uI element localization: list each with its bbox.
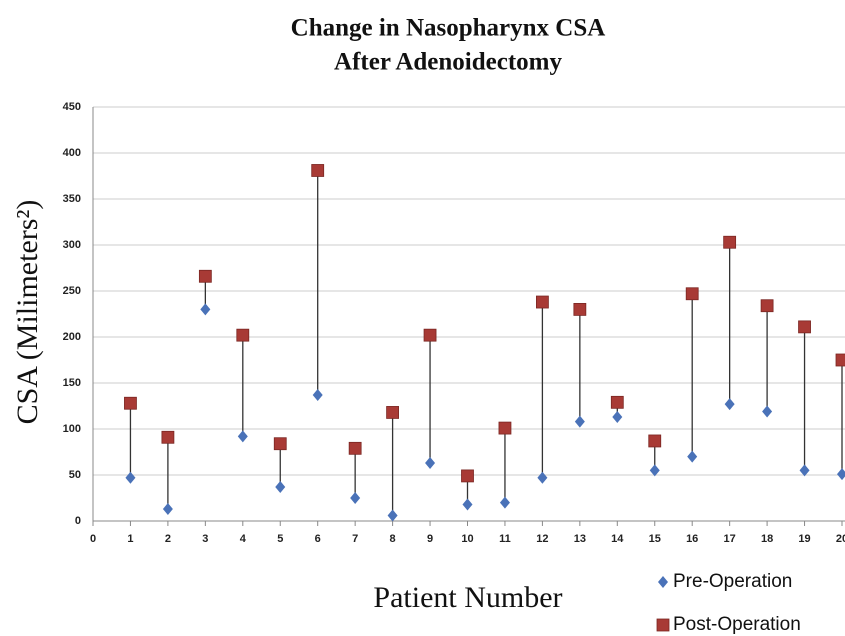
x-tick-label: 11	[499, 533, 511, 545]
x-tick-label: 13	[574, 533, 586, 545]
y-tick-label: 400	[63, 147, 81, 159]
point	[425, 457, 436, 470]
point	[350, 492, 361, 504]
x-tick-label: 18	[761, 533, 773, 545]
point	[423, 328, 437, 342]
y-tick-label: 100	[63, 423, 81, 435]
point	[462, 498, 473, 511]
x-tick-label: 4	[240, 533, 247, 545]
y-tick-label: 200	[63, 331, 81, 343]
point	[386, 406, 400, 419]
legend-label: Pre-Operation	[673, 571, 792, 592]
point	[648, 434, 662, 448]
point	[536, 295, 549, 309]
x-tick-label: 15	[649, 533, 661, 545]
point	[273, 437, 287, 451]
point	[610, 395, 624, 409]
x-tick-label: 1	[127, 533, 133, 545]
x-tick-label: 17	[724, 533, 736, 545]
x-tick-label: 7	[352, 533, 358, 545]
point	[498, 421, 512, 435]
point	[723, 235, 737, 249]
point	[724, 398, 735, 411]
point	[124, 396, 137, 410]
x-tick-label: 12	[536, 533, 548, 545]
y-axis-label: CSA (Milimeters²)	[11, 200, 44, 425]
x-tick-label: 10	[461, 533, 473, 545]
chart-title: Change in Nasopharynx CSA	[291, 15, 606, 42]
x-tick-label: 20	[836, 533, 845, 545]
point	[687, 450, 698, 463]
x-tick-label: 8	[390, 533, 396, 545]
x-tick-label: 2	[165, 533, 171, 545]
x-tick-label: 16	[686, 533, 698, 545]
point	[311, 164, 325, 177]
point	[312, 388, 323, 401]
point	[387, 509, 398, 522]
y-tick-label: 300	[63, 239, 81, 251]
legend-marker	[658, 576, 668, 588]
point	[499, 496, 510, 509]
x-tick-label: 6	[315, 533, 321, 545]
y-tick-label: 0	[75, 515, 81, 527]
x-axis-label: Patient Number	[373, 581, 562, 614]
point	[837, 468, 845, 481]
point	[161, 430, 175, 444]
point	[574, 415, 585, 428]
x-tick-label: 9	[427, 533, 433, 545]
point	[685, 287, 699, 301]
point	[275, 480, 286, 493]
point	[612, 411, 623, 424]
legend-label: Post-Operation	[673, 614, 801, 635]
x-tick-label: 14	[611, 533, 624, 545]
y-tick-label: 350	[63, 193, 81, 205]
chart-title: After Adenoidectomy	[334, 49, 562, 76]
point	[198, 269, 212, 283]
point	[798, 320, 811, 334]
point	[573, 302, 587, 316]
legend-marker	[656, 618, 670, 632]
point	[649, 464, 660, 477]
x-tick-label: 3	[202, 533, 208, 545]
point	[200, 303, 211, 316]
y-tick-label: 450	[63, 101, 81, 113]
point	[799, 464, 810, 477]
point	[537, 471, 548, 484]
point	[237, 430, 248, 443]
point	[125, 471, 136, 484]
point	[835, 353, 845, 367]
x-tick-label: 0	[90, 533, 96, 545]
y-tick-label: 50	[69, 469, 81, 481]
point	[461, 469, 474, 483]
point	[162, 503, 173, 516]
x-tick-label: 5	[277, 533, 283, 545]
y-tick-label: 150	[63, 377, 81, 389]
x-tick-label: 19	[798, 533, 810, 545]
point	[760, 299, 774, 313]
point	[348, 441, 362, 455]
point	[762, 405, 773, 418]
y-tick-label: 250	[63, 285, 81, 297]
point	[236, 328, 250, 342]
